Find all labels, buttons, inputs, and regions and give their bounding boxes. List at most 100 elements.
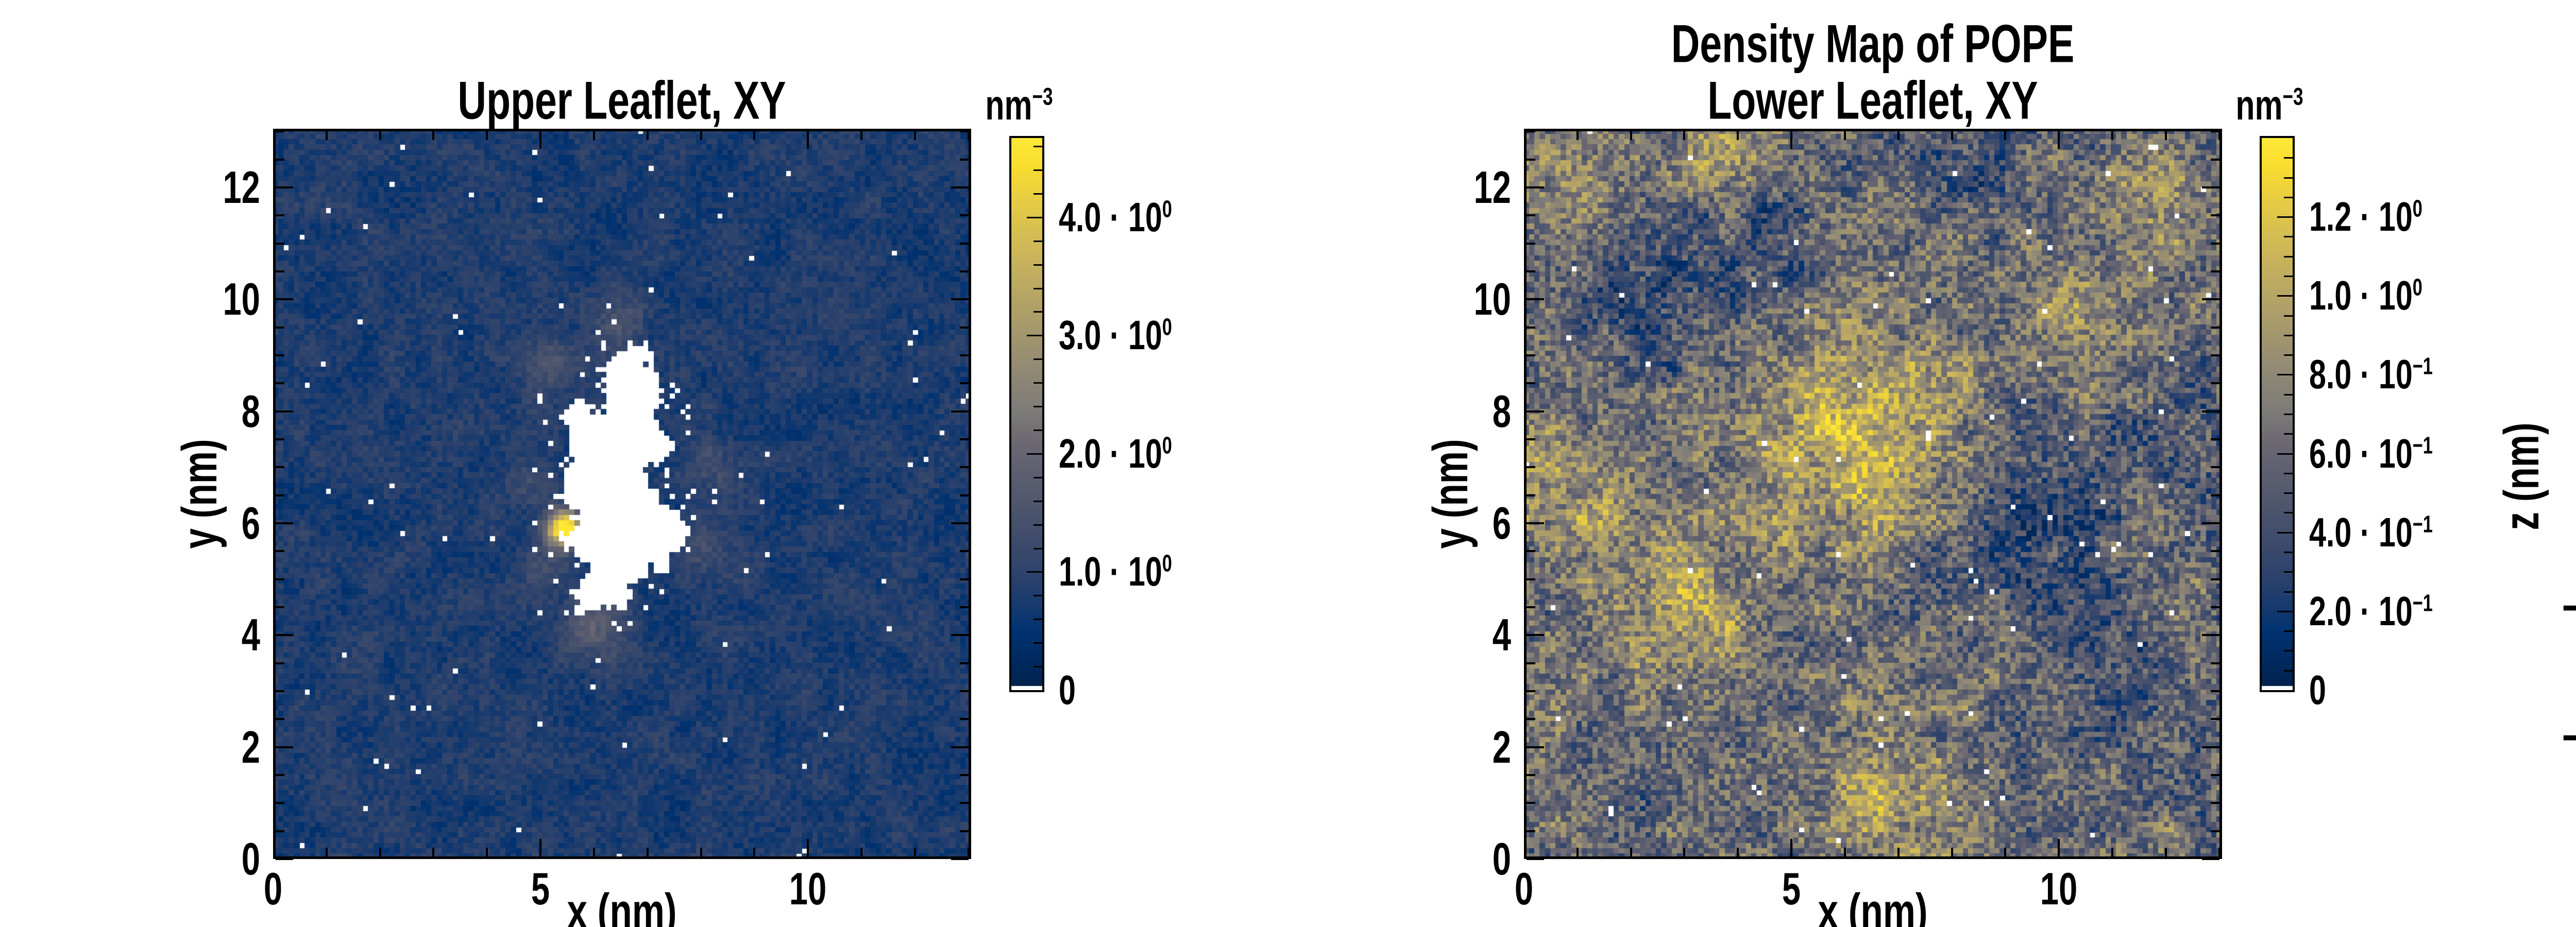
colorbar-tick-label: 4.0 · 100 (1059, 194, 1172, 240)
tick-mark (951, 858, 969, 860)
tick-mark (2202, 746, 2219, 748)
tick-mark (960, 606, 969, 608)
tick-mark (1527, 578, 1535, 580)
tick-mark (2211, 718, 2219, 720)
colorbar-frame (1009, 136, 1044, 692)
tick-mark (1790, 839, 1792, 856)
tick-mark (914, 131, 916, 140)
tick-mark (960, 327, 969, 329)
colorbar-tick-label: 4.0 · 10−1 (2309, 509, 2433, 555)
colorbar-tick-label: 1.0 · 100 (2309, 272, 2422, 318)
tick-mark (276, 746, 293, 748)
colorbar-tick-label: 1.0 · 100 (1059, 548, 1172, 594)
y-tick-label: 4 (241, 609, 260, 660)
colorbar-unit-lower-leaflet: nm−3 (2235, 81, 2303, 130)
tick-mark (1683, 131, 1685, 140)
y-tick-label: 8 (241, 386, 260, 437)
colorbar-tick-label: 0 (1059, 667, 1076, 713)
unit-exponent: −3 (1032, 83, 1053, 111)
unit-base: nm (2235, 82, 2283, 129)
colorbar-tick-label: 2.0 · 100 (1059, 431, 1172, 476)
y-tick-label: 0 (241, 833, 260, 884)
tick-mark (2202, 298, 2219, 300)
tick-mark (2211, 354, 2219, 356)
tick-mark (1527, 550, 1535, 552)
tick-mark (1527, 634, 1544, 636)
tick-mark (647, 848, 649, 856)
axes-spine (1524, 129, 2222, 859)
tick-mark (860, 848, 862, 856)
unit-exponent: −3 (2282, 83, 2303, 111)
tick-mark (1033, 288, 1042, 289)
y-tick-label: 0 (1492, 833, 1511, 884)
tick-mark (326, 131, 328, 140)
tick-mark (960, 802, 969, 804)
tick-mark (379, 848, 381, 856)
tick-mark (960, 690, 969, 692)
tick-mark (276, 802, 284, 804)
panel-title-lower-leaflet: Lower Leaflet, XY (1707, 71, 2038, 131)
tick-mark (432, 131, 434, 140)
unit-base: nm (985, 82, 1032, 129)
y-tick-label: 12 (1473, 162, 1511, 213)
tick-mark (2218, 848, 2221, 856)
tick-mark (1630, 848, 1632, 856)
tick-mark (276, 354, 284, 356)
colorbar-tick-label: 3.0 · 100 (1059, 312, 1172, 358)
colorbar-frame (2260, 136, 2295, 692)
tick-mark (276, 466, 284, 468)
tick-mark (1033, 619, 1042, 620)
tick-mark (960, 243, 969, 245)
tick-mark (276, 774, 284, 776)
tick-mark (2211, 438, 2219, 440)
tick-mark (1790, 131, 1792, 149)
tick-mark (1527, 830, 1535, 832)
tick-mark (539, 131, 541, 149)
tick-mark (1033, 642, 1042, 644)
tick-mark (2211, 606, 2219, 608)
y-axis-label-upper-leaflet: y (nm) (172, 439, 227, 549)
tick-mark (2111, 131, 2113, 140)
tick-mark (1033, 548, 1042, 550)
x-axis-label-upper-leaflet: x (nm) (567, 884, 677, 927)
tick-mark (276, 214, 284, 216)
tick-mark (2211, 550, 2219, 552)
tick-mark (2277, 374, 2293, 375)
tick-mark (1027, 571, 1042, 573)
tick-mark (1033, 406, 1042, 407)
tick-mark (539, 839, 541, 856)
tick-mark (276, 298, 293, 300)
tick-mark (2284, 157, 2293, 159)
tick-mark (951, 186, 969, 188)
tick-mark (960, 438, 969, 440)
tick-mark (276, 159, 284, 161)
tick-mark (968, 848, 970, 856)
axes-spine (273, 129, 971, 859)
tick-mark (2211, 774, 2219, 776)
tick-mark (1577, 131, 1579, 140)
tick-mark (960, 270, 969, 272)
y-axis-label-transversal: z (nm) (2494, 422, 2549, 530)
tick-mark (1527, 858, 1544, 860)
tick-mark (1033, 501, 1042, 502)
tick-mark (1033, 524, 1042, 526)
tick-mark (960, 662, 969, 664)
tick-mark (2058, 839, 2060, 856)
tick-mark (960, 774, 969, 776)
tick-mark (2211, 243, 2219, 245)
tick-mark (276, 690, 284, 692)
tick-mark (753, 131, 755, 140)
tick-mark (2165, 131, 2167, 140)
tick-mark (1527, 410, 1544, 413)
tick-mark (960, 830, 969, 832)
tick-mark (951, 298, 969, 300)
y-axis-label-lower-leaflet: y (nm) (1423, 439, 1478, 549)
tick-mark (2211, 130, 2219, 132)
tick-mark (1951, 131, 1953, 140)
tick-mark (2211, 214, 2219, 216)
tick-mark (960, 354, 969, 356)
x-tick-label: 10 (789, 863, 827, 914)
colorbar-unit-upper-leaflet: nm−3 (985, 81, 1053, 130)
tick-mark (276, 718, 284, 720)
